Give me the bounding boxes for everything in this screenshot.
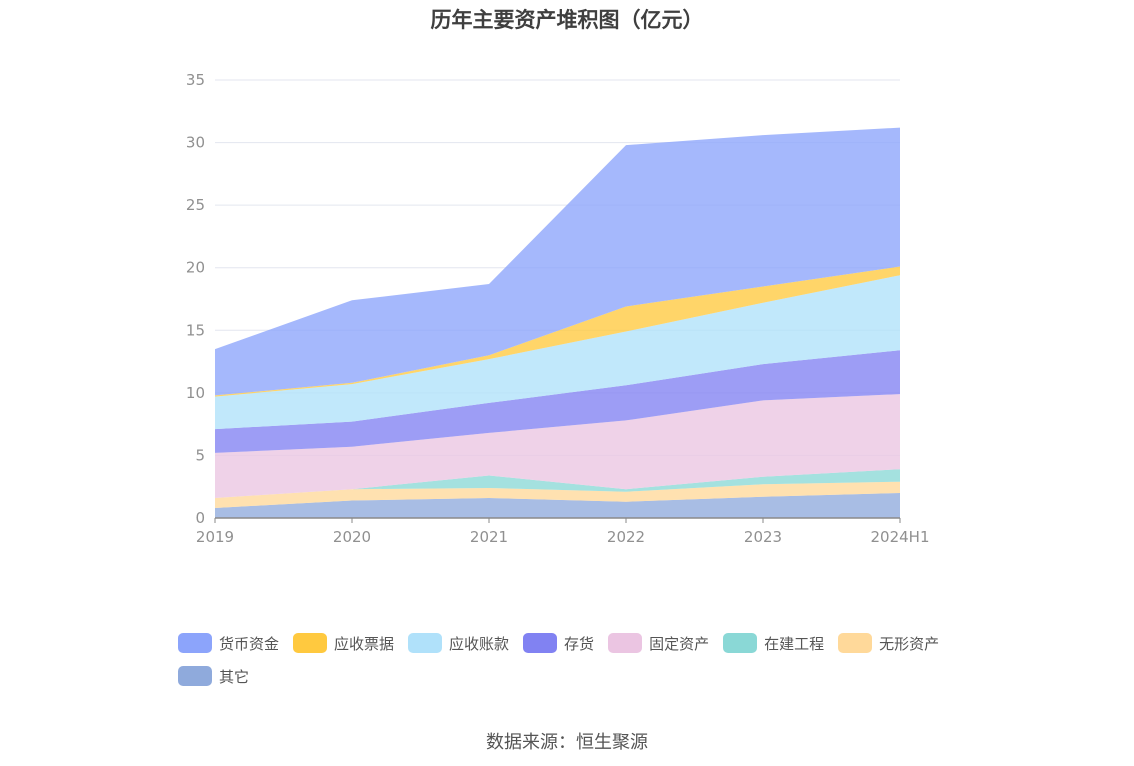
y-tick-label: 15 bbox=[186, 321, 205, 339]
area-series-2 bbox=[215, 469, 900, 498]
legend-label: 应收票据 bbox=[334, 634, 395, 653]
y-tick-label: 25 bbox=[186, 196, 205, 214]
stacked-area-chart: 0 5 10 15 20 25 30 35 2019 2020 2021 2022 2023 2024H1 bbox=[186, 71, 930, 546]
y-tick-label: 20 bbox=[186, 259, 205, 277]
legend-label: 固定资产 bbox=[649, 634, 710, 653]
area-series-3 bbox=[215, 394, 900, 498]
x-tick-label: 2023 bbox=[744, 528, 782, 546]
area-series-4 bbox=[215, 350, 900, 453]
legend-label: 其它 bbox=[219, 667, 250, 686]
legend-label: 在建工程 bbox=[764, 634, 825, 653]
y-tick-label: 0 bbox=[195, 509, 205, 527]
chart-title: 历年主要资产堆积图（亿元） bbox=[430, 8, 704, 32]
legend-swatch bbox=[178, 633, 212, 653]
x-tick-label: 2024H1 bbox=[871, 528, 930, 546]
axes: 0 5 10 15 20 25 30 35 2019 2020 2021 2022 2023 2024H1 bbox=[186, 71, 930, 546]
area-series-5 bbox=[215, 275, 900, 430]
area-series-7 bbox=[215, 127, 900, 396]
y-tick-label: 5 bbox=[195, 446, 205, 464]
legend-swatch bbox=[723, 633, 758, 653]
legend-item[interactable]: 在建工程 bbox=[723, 630, 824, 656]
area-series-0 bbox=[215, 493, 900, 518]
x-tick-label: 2019 bbox=[196, 528, 234, 546]
legend-swatch bbox=[408, 633, 443, 653]
x-tick-label: 2021 bbox=[470, 528, 508, 546]
area-series bbox=[215, 127, 900, 518]
y-tick-label: 30 bbox=[186, 134, 205, 152]
legend-label: 货币资金 bbox=[219, 634, 280, 653]
legend-label: 无形资产 bbox=[879, 634, 940, 653]
legend-item[interactable]: 货币资金 bbox=[178, 630, 279, 656]
legend: 货币资金 应收票据 应收账款 存货 固定资产 在建工程 无形资产其它 bbox=[178, 630, 978, 696]
legend-swatch bbox=[178, 666, 212, 686]
legend-label: 应收账款 bbox=[449, 634, 510, 653]
source-note: 数据来源：恒生聚源 bbox=[486, 732, 648, 753]
legend-swatch bbox=[293, 633, 328, 653]
y-tick-label: 10 bbox=[186, 384, 205, 402]
legend-item[interactable]: 其它 bbox=[178, 663, 249, 689]
legend-item[interactable]: 存货 bbox=[523, 630, 594, 656]
area-series-1 bbox=[215, 481, 900, 508]
legend-item[interactable]: 固定资产 bbox=[608, 630, 709, 656]
legend-label: 存货 bbox=[564, 634, 595, 653]
legend-swatch bbox=[838, 633, 873, 653]
legend-item[interactable]: 应收票据 bbox=[293, 630, 394, 656]
y-tick-label: 35 bbox=[186, 71, 205, 89]
x-tick-label: 2022 bbox=[607, 528, 645, 546]
x-tick-label: 2020 bbox=[333, 528, 371, 546]
legend-item[interactable]: 无形资产 bbox=[838, 630, 939, 656]
area-series-6 bbox=[215, 266, 900, 397]
legend-item[interactable]: 应收账款 bbox=[408, 630, 509, 656]
legend-swatch bbox=[523, 633, 558, 653]
legend-swatch bbox=[608, 633, 643, 653]
